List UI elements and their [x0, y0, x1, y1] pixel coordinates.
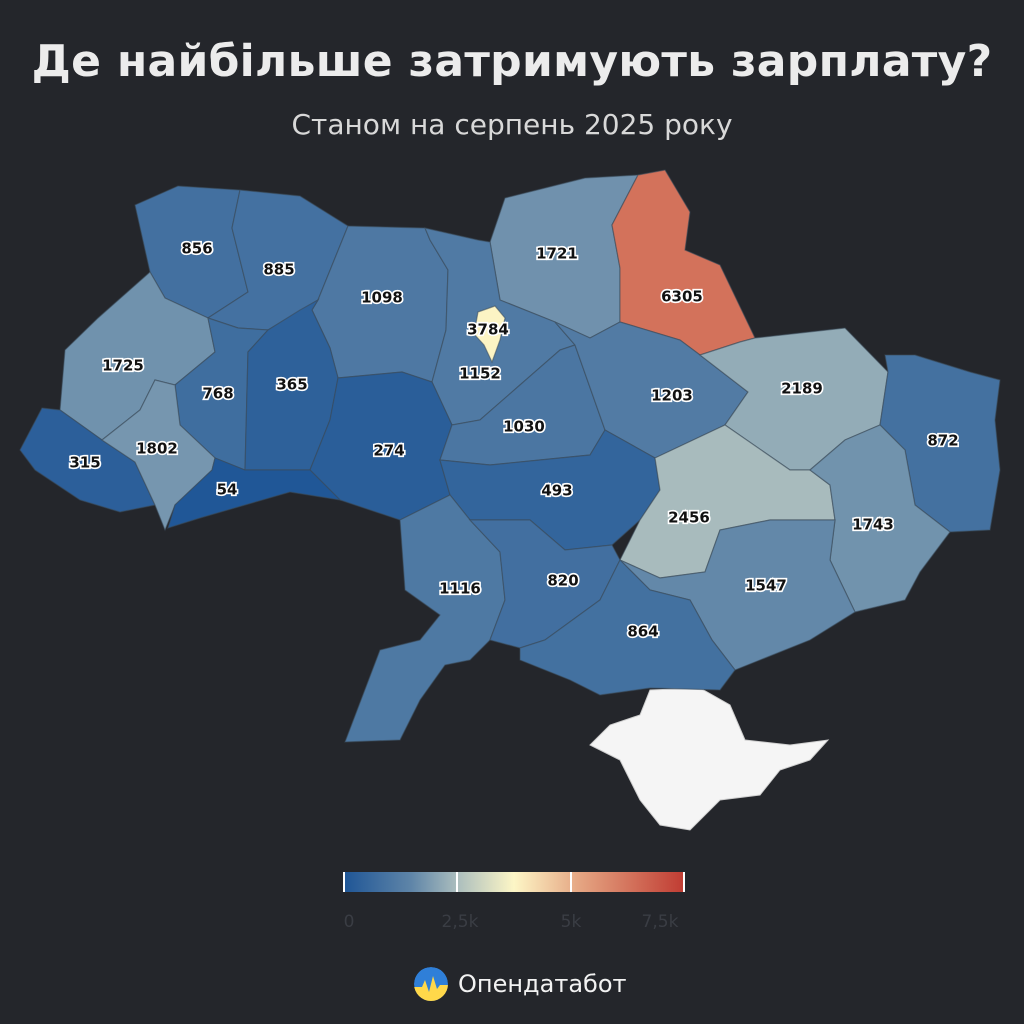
label-chernihiv: 1721 [536, 245, 578, 263]
label-volyn: 856 [181, 240, 212, 258]
label-cherkasy: 1030 [503, 418, 545, 436]
label-zhytomyr: 1098 [361, 289, 403, 307]
region-kherson[interactable] [519, 558, 736, 696]
legend-tick-0 [343, 872, 345, 892]
region-crimea [589, 687, 830, 831]
opendatabot-logo-icon [414, 967, 448, 1001]
label-ivano-frankivsk: 1802 [136, 440, 178, 458]
label-lviv: 1725 [102, 357, 144, 375]
legend-tick-label-2: 5k [560, 912, 582, 932]
legend-tick-label-0: 0 [343, 912, 355, 932]
legend-tick-3 [683, 872, 685, 892]
legend-tick-1 [456, 872, 458, 892]
label-ternopil: 768 [202, 385, 233, 403]
label-sumy: 6305 [661, 288, 703, 306]
label-khmelnytskyi: 365 [276, 376, 307, 394]
label-kyiv-oblast: 1152 [459, 365, 501, 383]
label-zaporizhzhia: 1547 [745, 577, 787, 595]
region-chernivtsi[interactable] [167, 457, 342, 529]
page-subtitle: Станом на серпень 2025 року [291, 108, 733, 141]
label-odesa: 1116 [439, 580, 481, 598]
label-rivne: 885 [263, 261, 294, 279]
label-kyiv-city: 3784 [467, 321, 509, 339]
label-chernivtsi: 54 [217, 481, 238, 499]
label-kherson: 864 [627, 623, 658, 641]
brand: Опендатабот [414, 966, 627, 1002]
label-luhansk: 872 [927, 432, 958, 450]
legend-tick-label-3: 7,5k [641, 912, 679, 932]
color-scale-bar [343, 872, 685, 892]
label-dnipropetrovsk: 2456 [668, 509, 710, 527]
label-mykolaiv: 820 [547, 572, 578, 590]
label-kirovohrad: 493 [541, 482, 572, 500]
label-zakarpattia: 315 [69, 454, 100, 472]
legend-tick-2 [570, 872, 572, 892]
label-vinnytsia: 274 [373, 442, 404, 460]
label-kharkiv: 2189 [781, 380, 823, 398]
region-kyiv-city[interactable] [473, 305, 506, 364]
page-title: Де найбільше затримують зарплату? [31, 36, 993, 87]
label-donetsk: 1743 [852, 516, 894, 534]
color-scale-legend [343, 872, 685, 894]
legend-tick-label-1: 2,5k [441, 912, 479, 932]
brand-name: Опендатабот [458, 970, 627, 998]
label-poltava: 1203 [651, 387, 693, 405]
